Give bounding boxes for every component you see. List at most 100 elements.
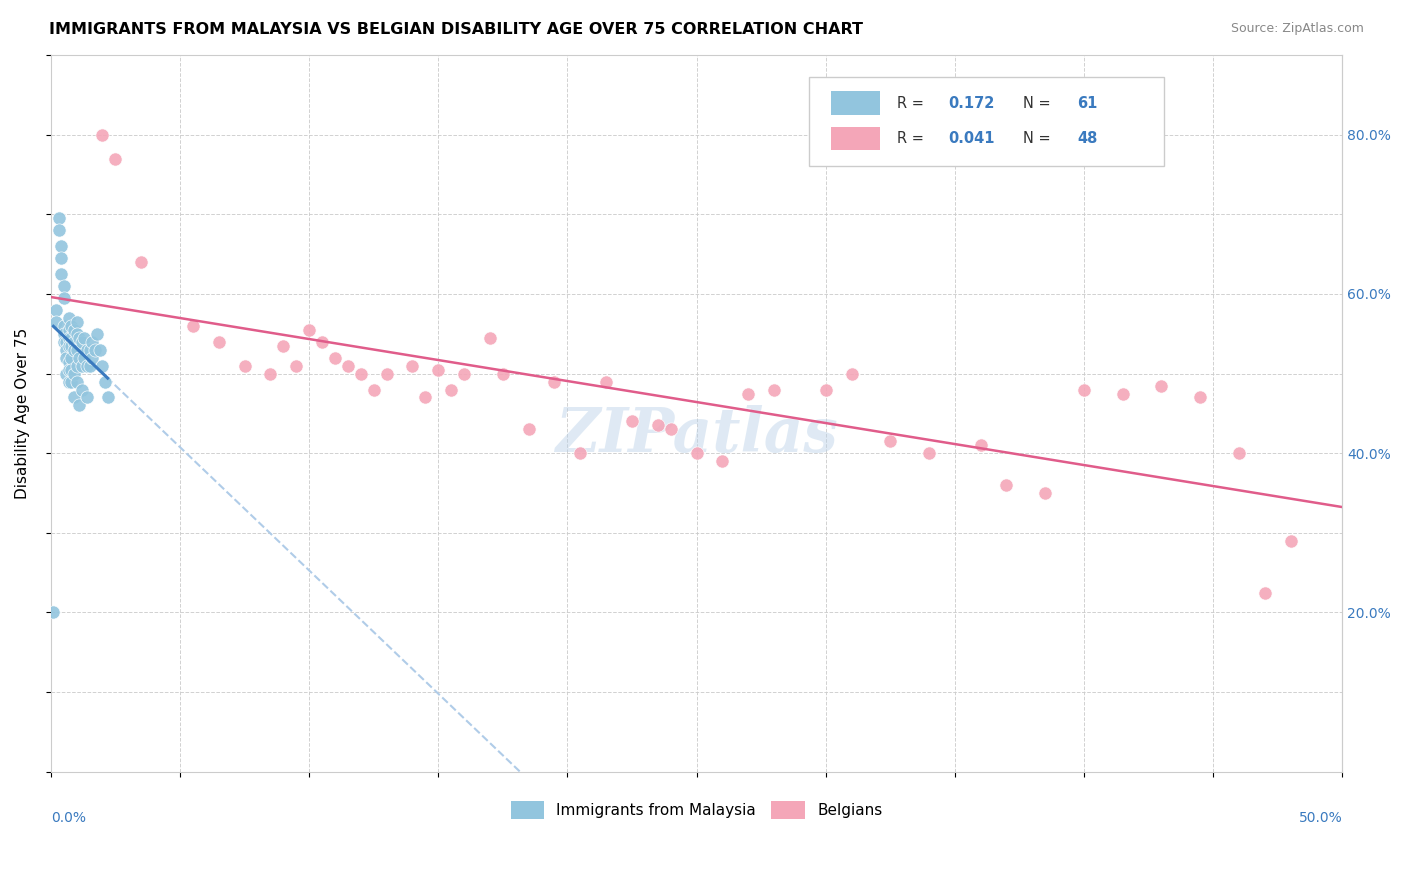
- Text: N =: N =: [1024, 131, 1056, 146]
- Point: [55, 351, 77, 365]
- Point: [73, 351, 96, 365]
- Point: [415, 391, 437, 405]
- Point: [737, 386, 759, 401]
- Point: [66, 343, 89, 357]
- Point: [76, 391, 98, 405]
- Point: [427, 362, 450, 376]
- Point: [1033, 486, 1056, 500]
- Point: [76, 359, 98, 373]
- Text: R =: R =: [897, 95, 928, 111]
- Point: [86, 326, 108, 341]
- Point: [58, 339, 80, 353]
- Point: [453, 367, 475, 381]
- Point: [51, 239, 73, 253]
- Point: [89, 343, 111, 357]
- Point: [48, 223, 70, 237]
- Point: [58, 310, 80, 325]
- Point: [60, 351, 83, 365]
- Point: [94, 375, 117, 389]
- Point: [58, 323, 80, 337]
- Point: [63, 323, 86, 337]
- Point: [70, 334, 93, 349]
- Point: [42, 606, 65, 620]
- Point: [647, 418, 669, 433]
- Point: [620, 414, 643, 428]
- Point: [1254, 585, 1277, 599]
- Point: [129, 255, 152, 269]
- Point: [1189, 391, 1212, 405]
- Point: [233, 359, 256, 373]
- Point: [91, 359, 114, 373]
- Point: [45, 315, 67, 329]
- Bar: [831, 127, 880, 151]
- Point: [51, 267, 73, 281]
- Point: [60, 318, 83, 333]
- Point: [52, 334, 75, 349]
- Point: [350, 367, 373, 381]
- Point: [1150, 378, 1173, 392]
- Text: 50.0%: 50.0%: [1299, 811, 1343, 825]
- Point: [517, 422, 540, 436]
- Point: [51, 251, 73, 265]
- Point: [52, 318, 75, 333]
- Point: [52, 326, 75, 341]
- Point: [48, 211, 70, 226]
- Point: [73, 331, 96, 345]
- Text: 0.041: 0.041: [949, 131, 995, 146]
- Point: [63, 391, 86, 405]
- Point: [595, 375, 617, 389]
- Point: [763, 383, 786, 397]
- Point: [82, 334, 104, 349]
- Point: [52, 279, 75, 293]
- Point: [918, 446, 941, 460]
- Point: [375, 367, 398, 381]
- Point: [63, 367, 86, 381]
- Point: [1073, 383, 1095, 397]
- Point: [401, 359, 423, 373]
- Point: [569, 446, 592, 460]
- Text: 48: 48: [1077, 131, 1098, 146]
- Point: [55, 367, 77, 381]
- Point: [60, 362, 83, 376]
- Point: [55, 343, 77, 357]
- Point: [543, 375, 565, 389]
- Point: [63, 343, 86, 357]
- Point: [492, 367, 515, 381]
- Point: [67, 331, 90, 345]
- Point: [83, 343, 105, 357]
- Text: Source: ZipAtlas.com: Source: ZipAtlas.com: [1230, 22, 1364, 36]
- Point: [60, 339, 83, 353]
- Point: [259, 367, 281, 381]
- Point: [58, 375, 80, 389]
- Point: [79, 359, 101, 373]
- Point: [70, 359, 93, 373]
- Point: [336, 359, 359, 373]
- Point: [66, 359, 89, 373]
- Point: [63, 334, 86, 349]
- Point: [323, 351, 346, 365]
- Point: [70, 383, 93, 397]
- Point: [1279, 533, 1302, 548]
- Point: [58, 362, 80, 376]
- Point: [60, 331, 83, 345]
- Point: [1112, 386, 1135, 401]
- Point: [66, 375, 89, 389]
- Point: [104, 152, 127, 166]
- Point: [841, 367, 863, 381]
- Text: ZIPatlas: ZIPatlas: [555, 405, 838, 465]
- Point: [66, 326, 89, 341]
- Point: [67, 351, 90, 365]
- Point: [76, 343, 98, 357]
- FancyBboxPatch shape: [808, 77, 1164, 166]
- Point: [79, 343, 101, 357]
- Point: [879, 434, 901, 449]
- Point: [363, 383, 385, 397]
- Point: [685, 446, 707, 460]
- Point: [298, 323, 321, 337]
- Text: 0.0%: 0.0%: [51, 811, 86, 825]
- Point: [60, 375, 83, 389]
- Text: 0.172: 0.172: [949, 95, 995, 111]
- Point: [208, 334, 231, 349]
- Point: [271, 339, 294, 353]
- Point: [814, 383, 837, 397]
